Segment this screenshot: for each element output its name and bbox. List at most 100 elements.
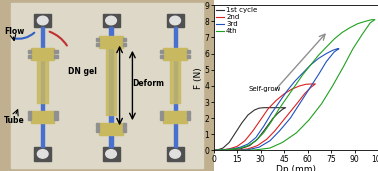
3rd — [308, 64, 313, 66]
Bar — [34, 147, 51, 161]
3rd — [324, 52, 328, 55]
3rd — [277, 130, 282, 132]
Line: 3rd: 3rd — [214, 49, 339, 150]
1st cycle — [233, 132, 238, 134]
3rd — [211, 149, 216, 152]
2nd — [304, 83, 308, 85]
Bar — [31, 48, 54, 60]
2nd — [290, 88, 294, 90]
4th — [238, 147, 242, 149]
4th — [307, 119, 311, 121]
Bar — [102, 14, 119, 27]
Circle shape — [37, 16, 48, 25]
3rd — [268, 140, 272, 142]
3rd — [316, 57, 321, 60]
4th — [269, 120, 274, 122]
4th — [277, 107, 282, 109]
Bar — [96, 128, 99, 132]
Bar — [34, 14, 51, 27]
Y-axis label: F (N): F (N) — [194, 67, 203, 89]
2nd — [274, 99, 279, 101]
2nd — [265, 138, 269, 140]
1st cycle — [284, 107, 288, 109]
2nd — [243, 140, 247, 142]
4th — [216, 149, 220, 152]
3rd — [301, 72, 305, 74]
Bar — [37, 60, 48, 103]
Bar — [96, 43, 99, 46]
2nd — [273, 130, 277, 132]
2nd — [251, 130, 255, 132]
Bar — [96, 38, 99, 41]
3rd — [293, 80, 297, 82]
3rd — [262, 125, 266, 127]
Circle shape — [106, 16, 116, 25]
Bar — [163, 111, 187, 123]
2nd — [211, 149, 216, 152]
Bar — [187, 116, 190, 120]
3rd — [307, 88, 311, 90]
3rd — [246, 143, 250, 145]
Bar — [187, 55, 190, 58]
Text: Deform: Deform — [132, 78, 164, 88]
1st cycle — [216, 149, 220, 151]
3rd — [324, 61, 328, 63]
3rd — [214, 149, 219, 152]
Bar — [174, 27, 177, 147]
4th — [319, 103, 324, 105]
1st cycle — [219, 149, 224, 152]
4th — [324, 46, 328, 48]
2nd — [235, 149, 239, 151]
Circle shape — [170, 16, 180, 25]
2nd — [296, 101, 301, 103]
4th — [368, 22, 372, 24]
3rd — [335, 48, 339, 50]
1st cycle — [271, 107, 275, 109]
4th — [330, 85, 335, 87]
Text: DN gel: DN gel — [68, 67, 97, 76]
Circle shape — [37, 150, 48, 158]
1st cycle — [229, 149, 233, 151]
3rd — [288, 117, 293, 119]
4th — [211, 149, 216, 152]
Circle shape — [106, 150, 116, 158]
3rd — [269, 112, 274, 114]
3rd — [257, 146, 261, 148]
Bar — [167, 147, 184, 161]
4th — [355, 23, 360, 25]
3rd — [316, 74, 321, 76]
Bar — [28, 55, 31, 58]
4th — [363, 20, 368, 22]
1st cycle — [284, 107, 288, 109]
1st cycle — [262, 107, 266, 109]
Bar — [96, 123, 99, 127]
1st cycle — [271, 117, 275, 119]
Bar — [54, 111, 58, 115]
3rd — [330, 49, 335, 51]
1st cycle — [277, 107, 282, 109]
Bar — [28, 111, 31, 115]
4th — [211, 149, 216, 152]
1st cycle — [213, 149, 217, 152]
Bar — [123, 38, 126, 41]
4th — [308, 64, 313, 66]
1st cycle — [266, 124, 271, 126]
4th — [316, 54, 321, 56]
3rd — [332, 51, 336, 53]
2nd — [308, 87, 313, 89]
2nd — [288, 111, 293, 113]
1st cycle — [252, 109, 257, 111]
1st cycle — [246, 114, 250, 116]
1st cycle — [221, 147, 225, 149]
4th — [347, 27, 352, 29]
1st cycle — [280, 108, 285, 110]
3rd — [222, 149, 227, 152]
Bar — [163, 48, 187, 60]
Text: Flow: Flow — [4, 27, 25, 36]
4th — [227, 149, 231, 152]
2nd — [216, 149, 220, 151]
Bar — [167, 14, 184, 27]
Bar — [99, 123, 123, 135]
Bar — [31, 111, 54, 123]
3rd — [277, 101, 282, 103]
